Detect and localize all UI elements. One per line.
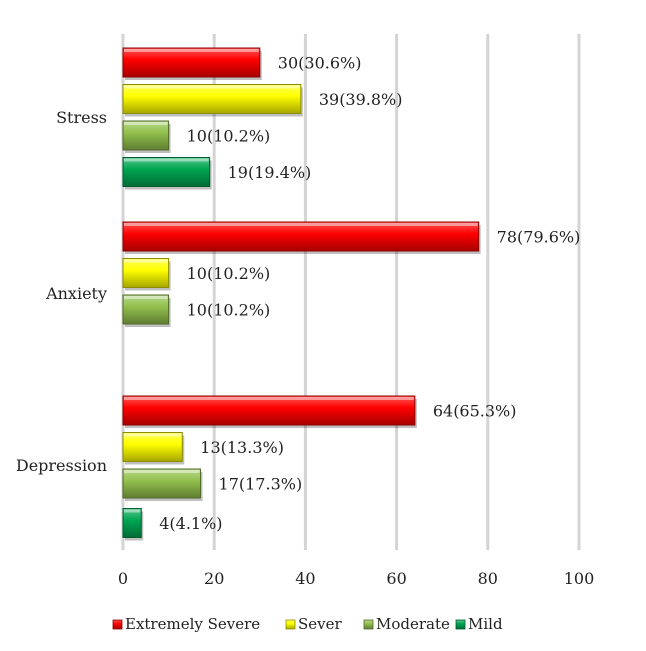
data-label: 13(13.3%) (200, 438, 284, 457)
data-label: 39(39.8%) (319, 90, 403, 109)
x-tick-label: 60 (386, 569, 406, 588)
bar (122, 468, 203, 501)
x-tick-label: 20 (204, 569, 224, 588)
bar (122, 508, 144, 541)
legend-label: Extremely Severe (125, 615, 260, 633)
data-label: 64(65.3%) (433, 402, 517, 421)
x-tick-label: 100 (564, 569, 595, 588)
bar-rect (122, 157, 211, 187)
category-label: Depression (16, 456, 107, 475)
bar-highlight (124, 470, 200, 473)
legend-item: Sever (285, 615, 343, 633)
bar-rect (122, 258, 170, 288)
bar (122, 157, 212, 190)
legend-label: Moderate (376, 615, 450, 633)
bar-highlight (124, 158, 209, 162)
data-label: 78(79.6%) (497, 228, 581, 247)
bar (122, 47, 262, 80)
data-label: 19(19.4%) (228, 163, 312, 182)
bar-highlight (124, 223, 478, 226)
x-tick-label: 40 (295, 569, 315, 588)
bar-highlight (124, 122, 168, 125)
legend-item: Moderate (363, 615, 450, 633)
bar-highlight (124, 85, 300, 89)
legend-item: Mild (455, 615, 503, 633)
legend: Extremely Severe Sever Moderate Mild (112, 615, 503, 633)
bar-highlight (124, 397, 414, 400)
x-tick-label: 80 (478, 569, 498, 588)
bar (122, 395, 417, 428)
bar-rect (122, 47, 261, 78)
bar (122, 432, 185, 465)
legend-label: Sever (298, 615, 343, 633)
legend-swatch (363, 619, 374, 630)
grid-lines (121, 34, 581, 550)
bar-highlight (124, 296, 168, 299)
bar-rect (122, 432, 183, 462)
data-label: 17(17.3%) (219, 475, 303, 494)
bar (122, 221, 481, 254)
bar-rect (122, 84, 302, 114)
bar-rect (122, 294, 170, 325)
x-tick-label: 0 (118, 569, 128, 588)
bar-rect (122, 468, 202, 499)
bar-highlight (124, 509, 141, 513)
data-label: 4(4.1%) (159, 514, 222, 533)
legend-swatch (285, 619, 296, 630)
bar-rect (122, 395, 416, 426)
category-label: Stress (56, 108, 107, 127)
legend-swatch (112, 619, 123, 630)
data-label: 10(10.2%) (187, 301, 271, 320)
data-labels: 30(30.6%) 39(39.8%) 10(10.2%) 19(19.4%) 78(7… (159, 54, 580, 534)
data-label: 10(10.2%) (187, 264, 271, 283)
legend-swatch (455, 619, 466, 630)
category-label: Anxiety (45, 284, 107, 303)
bar (122, 294, 171, 327)
bars (122, 47, 481, 541)
bar-rect (122, 120, 170, 151)
legend-label: Mild (468, 615, 503, 633)
category-labels: Stress Anxiety Depression (16, 108, 107, 475)
bar (122, 258, 171, 291)
bar-highlight (124, 49, 259, 52)
bar (122, 84, 303, 117)
bar-highlight (124, 433, 182, 437)
legend-item: Extremely Severe (112, 615, 260, 633)
bar-rect (122, 221, 480, 252)
x-axis-ticks: 0 20 40 60 80 100 (118, 569, 594, 588)
data-label: 10(10.2%) (187, 127, 271, 146)
bar (122, 120, 171, 153)
bar-highlight (124, 259, 168, 263)
bar-rect (122, 508, 142, 538)
data-label: 30(30.6%) (278, 54, 362, 73)
